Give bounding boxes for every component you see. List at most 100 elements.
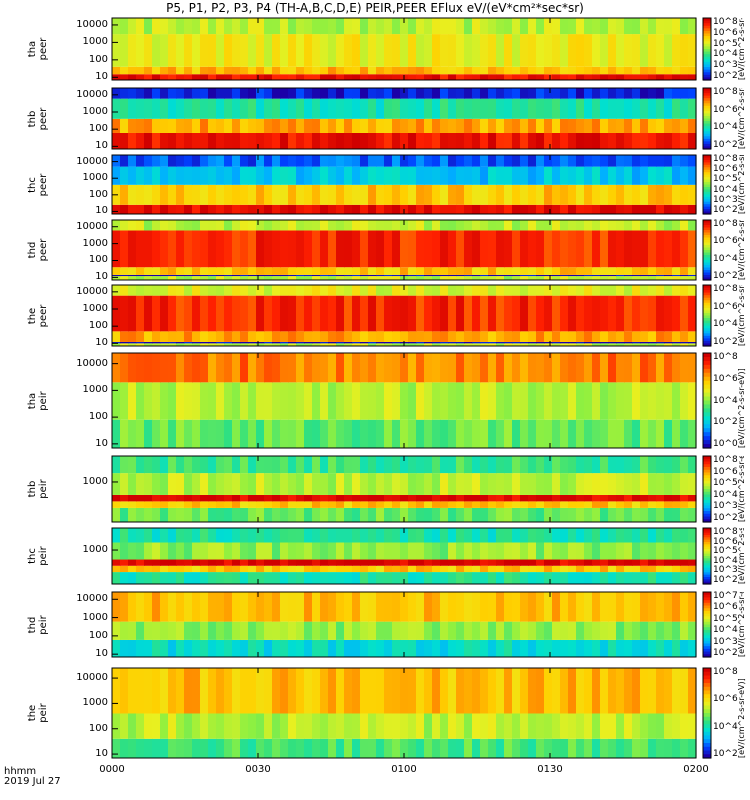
spectrogram-cell [272, 341, 281, 344]
spectrogram-cell [136, 473, 145, 495]
spectrogram-cell [624, 592, 633, 622]
spectrogram-cell [272, 276, 281, 280]
spectrogram-cell [232, 155, 241, 167]
spectrogram-cell [648, 66, 657, 75]
spectrogram-cell [472, 66, 481, 75]
spectrogram-cell [160, 267, 169, 275]
spectrogram-cell [432, 501, 441, 508]
spectrogram-cell [144, 473, 153, 495]
spectrogram-cell [424, 473, 433, 495]
spectrogram-cell [176, 88, 185, 99]
spectrogram-cell [184, 382, 193, 420]
spectrogram-cell [584, 166, 593, 185]
spectrogram-cell [280, 565, 289, 573]
spectrogram-cell [600, 295, 609, 332]
spectrogram-cell [336, 74, 345, 80]
spectrogram-cell [440, 184, 449, 205]
spectrogram-cell [256, 507, 265, 522]
spectrogram-cell [176, 285, 185, 296]
spectrogram-cell [200, 341, 209, 344]
spectrogram-cell [632, 132, 641, 149]
spectrogram-cell [672, 331, 681, 342]
spectrogram-cell [384, 220, 393, 231]
colorbar-segment [703, 544, 711, 548]
spectrogram-cell [152, 331, 161, 342]
spectrogram-cell [136, 713, 145, 739]
spectrogram-cell [168, 419, 177, 448]
colorbar-segment [703, 328, 711, 332]
spectrogram-cell [528, 621, 537, 640]
spectrogram-cell [192, 230, 201, 268]
spectrogram-cell [424, 668, 433, 714]
spectrogram-cell [528, 18, 537, 35]
spectrogram-cell [216, 343, 225, 346]
colorbar-tick-label: 10^6 [713, 466, 738, 477]
spectrogram-cell [360, 230, 369, 268]
spectrogram-cell [368, 267, 377, 275]
spectrogram-cell [320, 341, 329, 344]
spectrogram-cell [672, 621, 681, 640]
colorbar-segment [703, 469, 711, 474]
spectrogram-cell [296, 382, 305, 420]
spectrogram-cell [648, 713, 657, 739]
spectrogram-cell [616, 285, 625, 296]
spectrogram-cell [248, 528, 257, 543]
spectrogram-cell [672, 713, 681, 739]
spectrogram-cell [240, 274, 249, 277]
spectrogram-cell [592, 74, 601, 80]
spectrogram-cell [312, 668, 321, 714]
spectrogram-cell [176, 74, 185, 80]
spectrogram-cell [560, 18, 569, 35]
colorbar-tick-label: 10^2 [713, 205, 738, 215]
colorbar-tick-label: 10^4 [713, 253, 738, 264]
spectrogram-cell [344, 501, 353, 508]
spectrogram-cell [480, 507, 489, 522]
spectrogram-cell [176, 166, 185, 185]
spectrogram-cell [224, 66, 233, 75]
spectrogram-cell [208, 220, 217, 231]
spectrogram-cell [520, 501, 529, 508]
spectrogram-cell [120, 155, 129, 167]
y-tick-label: 10000 [76, 285, 108, 297]
spectrogram-cell [512, 34, 521, 67]
spectrogram-cell [192, 295, 201, 332]
spectrogram-cell [256, 456, 265, 474]
spectrogram-cell [296, 285, 305, 296]
spectrogram-cell [120, 184, 129, 205]
spectrogram-cell [416, 592, 425, 622]
spectrogram-cell [568, 713, 577, 739]
spectrogram-cell [336, 34, 345, 67]
spectrogram-cell [256, 668, 265, 714]
spectrogram-cell [480, 592, 489, 622]
colorbar-segment [703, 287, 711, 291]
spectrogram-cell [232, 473, 241, 495]
spectrogram-cell [584, 353, 593, 383]
spectrogram-cell [144, 285, 153, 296]
spectrogram-cell [592, 528, 601, 543]
spectrogram-cell [480, 166, 489, 185]
spectrogram-cell [280, 668, 289, 714]
spectrogram-cell [416, 274, 425, 277]
spectrogram-cell [352, 118, 361, 133]
spectrogram-cell [144, 166, 153, 185]
spectrogram-cell [144, 639, 153, 657]
spectrogram-cell [216, 276, 225, 280]
spectrogram-cell [192, 572, 201, 584]
spectrogram-cell [496, 456, 505, 474]
spectrogram-cell [272, 353, 281, 383]
spectrogram-cell [256, 501, 265, 508]
spectrogram-cell [536, 18, 545, 35]
spectrogram-cell [488, 34, 497, 67]
spectrogram-cell [608, 132, 617, 149]
spectrogram-cell [296, 419, 305, 448]
spectrogram-cell [184, 166, 193, 185]
spectrogram-cell [616, 572, 625, 584]
spectrogram-cell [656, 166, 665, 185]
spectrogram-cell [576, 456, 585, 474]
spectrogram-cell [152, 473, 161, 495]
spectrogram-cell [640, 473, 649, 495]
spectrogram-cell [248, 220, 257, 231]
spectrogram-cell [336, 18, 345, 35]
spectrogram-cell [536, 572, 545, 584]
